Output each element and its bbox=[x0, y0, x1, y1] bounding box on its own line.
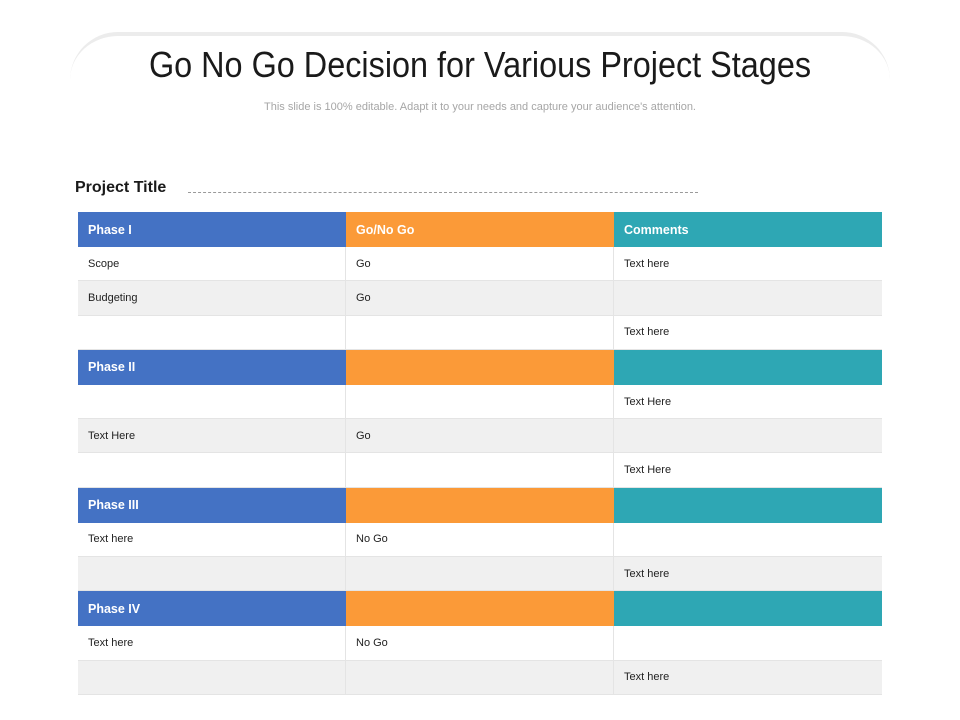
cell-comments bbox=[614, 523, 882, 558]
table-row: Scope Go Text here bbox=[78, 247, 882, 282]
header-cell-comments bbox=[614, 591, 882, 627]
cell-comments bbox=[614, 626, 882, 661]
cell-go-no-go bbox=[346, 660, 614, 695]
cell-comments: Text here bbox=[614, 247, 882, 282]
slide-subtitle: This slide is 100% editable. Adapt it to… bbox=[264, 101, 696, 113]
cell-phase: Text here bbox=[78, 626, 346, 661]
phase-header-row: Phase II bbox=[78, 349, 882, 385]
cell-phase bbox=[78, 384, 346, 420]
cell-comments bbox=[614, 281, 882, 316]
cell-comments: Text Here bbox=[614, 385, 882, 420]
cell-go-no-go bbox=[346, 453, 614, 488]
header-cell-go-no-go bbox=[346, 487, 614, 523]
table-row: Text here bbox=[78, 557, 882, 592]
table-row: Text here bbox=[78, 660, 882, 695]
table-row: Text Here bbox=[78, 384, 882, 420]
cell-phase bbox=[78, 660, 346, 695]
header-cell-phase: Phase III bbox=[78, 487, 346, 523]
header-cell-phase: Phase I bbox=[78, 212, 346, 247]
slide-title: Go No Go Decision for Various Project St… bbox=[148, 44, 812, 85]
cell-go-no-go bbox=[346, 557, 614, 592]
cell-comments: Text here bbox=[614, 660, 882, 695]
cell-phase: Scope bbox=[78, 247, 346, 282]
header-cell-phase: Phase II bbox=[78, 349, 346, 385]
decision-table: Phase I Go/No Go Comments Scope Go Text here B… bbox=[78, 212, 882, 695]
cell-go-no-go: Go bbox=[346, 247, 614, 282]
cell-phase: Budgeting bbox=[78, 281, 346, 316]
phase-header-row: Phase IV bbox=[78, 591, 882, 627]
decorative-arc bbox=[70, 32, 890, 122]
header-cell-comments bbox=[614, 487, 882, 523]
cell-phase: Text here bbox=[78, 522, 346, 558]
cell-go-no-go bbox=[346, 315, 614, 350]
project-title: Project Title bbox=[75, 179, 167, 196]
table-row: Text here No Go bbox=[78, 522, 882, 558]
cell-go-no-go: Go bbox=[346, 419, 614, 454]
table-row: Text Here Go bbox=[78, 419, 882, 454]
header-cell-comments bbox=[614, 349, 882, 385]
cell-phase: Text Here bbox=[78, 419, 346, 454]
cell-go-no-go bbox=[346, 384, 614, 420]
dashed-divider bbox=[188, 192, 698, 193]
header-cell-go-no-go bbox=[346, 591, 614, 627]
cell-go-no-go: No Go bbox=[346, 522, 614, 558]
cell-phase bbox=[78, 315, 346, 350]
header-cell-go-no-go bbox=[346, 349, 614, 385]
cell-go-no-go: Go bbox=[346, 281, 614, 316]
table-row: Text Here bbox=[78, 453, 882, 488]
cell-comments bbox=[614, 419, 882, 454]
cell-comments: Text here bbox=[614, 316, 882, 350]
cell-comments: Text here bbox=[614, 557, 882, 592]
table-row: Text here bbox=[78, 315, 882, 350]
phase-header-row: Phase I Go/No Go Comments bbox=[78, 212, 882, 247]
header-cell-go-no-go: Go/No Go bbox=[346, 212, 614, 247]
cell-comments: Text Here bbox=[614, 453, 882, 488]
header-cell-phase: Phase IV bbox=[78, 591, 346, 627]
cell-phase bbox=[78, 557, 346, 592]
table-row: Budgeting Go bbox=[78, 281, 882, 316]
header-cell-comments: Comments bbox=[614, 212, 882, 247]
table-row: Text here No Go bbox=[78, 626, 882, 661]
phase-header-row: Phase III bbox=[78, 487, 882, 523]
cell-go-no-go: No Go bbox=[346, 626, 614, 661]
cell-phase bbox=[78, 453, 346, 488]
